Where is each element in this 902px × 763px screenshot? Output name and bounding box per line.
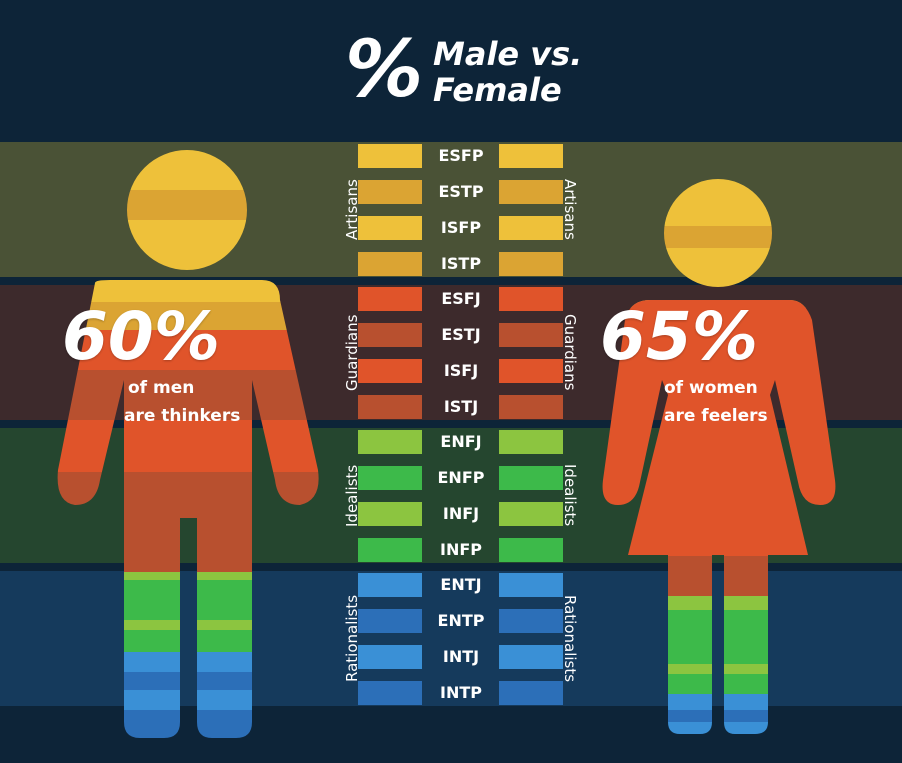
male-bar-entj	[358, 573, 422, 597]
female-bar-isfp	[499, 216, 563, 240]
type-label-infp: INFP	[440, 540, 482, 559]
female-bar-enfj	[499, 430, 563, 454]
type-label-enfp: ENFP	[437, 468, 485, 487]
type-label-istj: ISTJ	[443, 397, 479, 416]
men-caption-line-2: are thinkers	[124, 406, 241, 426]
women-caption-line-1: of women	[664, 378, 758, 398]
type-label-esfp: ESFP	[438, 146, 484, 165]
male-bar-enfj	[358, 430, 422, 454]
female-bar-istp	[499, 252, 563, 276]
female-bar-esfj	[499, 287, 563, 311]
female-bar-infj	[499, 502, 563, 526]
male-bar-estj	[358, 323, 422, 347]
female-bar-intj	[499, 645, 563, 669]
type-label-intj: INTJ	[442, 647, 480, 666]
male-bar-estp	[358, 180, 422, 204]
female-bar-infp	[499, 538, 563, 562]
group-label-text: Artisans	[561, 179, 579, 240]
type-label-estj: ESTJ	[441, 325, 481, 344]
male-bar-intj	[358, 645, 422, 669]
group-label-text: Idealists	[561, 464, 579, 527]
female-bar-estj	[499, 323, 563, 347]
type-label-intp: INTP	[440, 683, 482, 702]
women-stat: 65%	[600, 298, 758, 375]
female-bar-entp	[499, 609, 563, 633]
male-bar-esfj	[358, 287, 422, 311]
male-bar-esfp	[358, 144, 422, 168]
type-label-entj: ENTJ	[440, 575, 482, 594]
type-label-isfj: ISFJ	[443, 361, 479, 380]
male-bar-infj	[358, 502, 422, 526]
female-bar-entj	[499, 573, 563, 597]
female-bar-enfp	[499, 466, 563, 490]
male-bar-istj	[358, 395, 422, 419]
female-bar-istj	[499, 395, 563, 419]
female-bar-estp	[499, 180, 563, 204]
female-bar-esfp	[499, 144, 563, 168]
male-bar-isfp	[358, 216, 422, 240]
type-label-entp: ENTP	[437, 611, 485, 630]
male-bar-istp	[358, 252, 422, 276]
male-bar-infp	[358, 538, 422, 562]
title-line-2: Female	[433, 71, 562, 109]
type-label-istp: ISTP	[440, 254, 482, 273]
group-label-text: Guardians	[561, 314, 579, 391]
type-label-isfp: ISFP	[440, 218, 482, 237]
type-label-infj: INFJ	[442, 504, 480, 523]
male-bar-intp	[358, 681, 422, 705]
men-caption-line-1: of men	[128, 378, 195, 398]
male-bar-entp	[358, 609, 422, 633]
type-label-esfj: ESFJ	[441, 289, 481, 308]
percent-symbol: %	[345, 25, 424, 115]
female-bar-isfj	[499, 359, 563, 383]
group-label-text: Rationalists	[561, 594, 579, 683]
male-bar-isfj	[358, 359, 422, 383]
men-stat: 60%	[62, 298, 220, 375]
page-title: % Male vs. Female	[345, 30, 645, 110]
type-label-enfj: ENFJ	[440, 432, 482, 451]
type-label-estp: ESTP	[438, 182, 484, 201]
title-line-1: Male vs.	[433, 35, 583, 73]
women-caption-line-2: are feelers	[664, 406, 768, 426]
female-bar-intp	[499, 681, 563, 705]
male-bar-enfp	[358, 466, 422, 490]
